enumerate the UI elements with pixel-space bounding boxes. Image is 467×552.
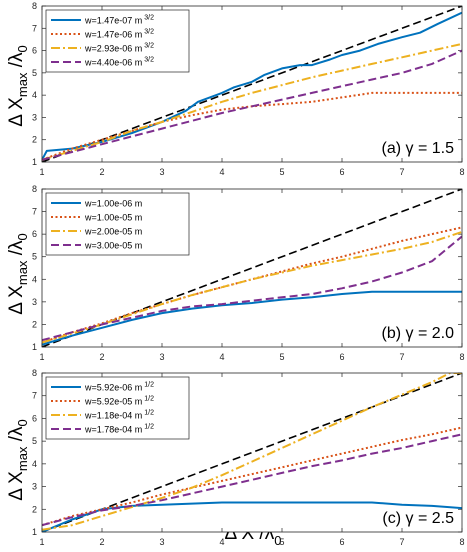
- panel-label: (a) γ = 1.5: [382, 140, 455, 157]
- x-tick-label: 3: [159, 352, 164, 362]
- y-tick-label: 6: [32, 229, 37, 239]
- y-tick-label: 7: [32, 207, 37, 217]
- legend: w=1.47e-07 m 3/2 w=1.47e-06 m 3/2 w=2.93e-…: [45, 9, 190, 73]
- axes-box: [41, 372, 463, 533]
- x-tick-label: 4: [219, 352, 224, 362]
- y-tick-label: 4: [32, 90, 37, 100]
- x-tick-label: 1: [39, 167, 44, 177]
- x-tick-label: 8: [459, 537, 464, 547]
- x-tick-label: 5: [279, 537, 284, 547]
- y-axis-label: Δ Xmax /λ0: [6, 45, 30, 126]
- legend: w=1.00e-06 m w=1.00e-05 m w=2.00e-05 m w=3.…: [45, 192, 190, 256]
- series-group: [42, 373, 462, 532]
- y-tick-label: 2: [32, 319, 37, 329]
- series-line: [42, 42, 462, 161]
- series-group: [42, 189, 462, 347]
- y-tick-label: 2: [32, 504, 37, 514]
- y-tick-label: 4: [32, 459, 37, 469]
- legend-label: w=2.00e-05 m: [84, 227, 142, 237]
- x-tick-label: 3: [159, 537, 164, 547]
- y-tick-label: 8: [32, 184, 37, 194]
- y-axis-label-group: Δ Xmax /λ0 Δ Xmax /λ0 Δ Xmax /λ0: [6, 45, 30, 500]
- y-tick-label: 6: [32, 46, 37, 56]
- legend-label: w=4.40e-06 m 3/2: [84, 57, 154, 68]
- axes-box: [41, 188, 463, 348]
- series-line: [42, 290, 462, 346]
- y-tick-label: 8: [32, 368, 37, 378]
- y-tick-label: 3: [32, 297, 37, 307]
- y-axis-label: Δ Xmax /λ0: [6, 419, 30, 500]
- legend-label: w=1.00e-05 m: [84, 213, 142, 223]
- y-tick-label: 6: [32, 413, 37, 423]
- x-tick-label: 1: [39, 537, 44, 547]
- x-tick-label: 2: [99, 537, 104, 547]
- series-line: [42, 11, 462, 161]
- y-tick-label: 1: [32, 527, 37, 537]
- series-line: [42, 230, 462, 344]
- x-tick-label: 6: [339, 352, 344, 362]
- x-tick-label: 4: [219, 537, 224, 547]
- series-line: [42, 235, 462, 342]
- y-tick-label: 5: [32, 68, 37, 78]
- y-tick-label: 3: [32, 112, 37, 122]
- x-tick-label: 7: [399, 537, 404, 547]
- y-tick-label: 2: [32, 135, 37, 145]
- legend-label: w=1.47e-06 m 3/2: [84, 29, 154, 40]
- series-line: [42, 226, 462, 344]
- series-group: [42, 6, 462, 162]
- series-line: [42, 49, 462, 161]
- legend-label: w=2.93e-06 m 3/2: [84, 43, 154, 54]
- y-tick-label: 7: [32, 391, 37, 401]
- legend-label: w=5.92e-05 m 1/2: [84, 396, 154, 407]
- x-tick-label: 8: [459, 167, 464, 177]
- legend-label: w=3.00e-05 m: [84, 241, 142, 251]
- y-tick-label: 8: [32, 1, 37, 11]
- y-tick-label: 3: [32, 482, 37, 492]
- x-tick-label: 3: [159, 167, 164, 177]
- chart-panel: 1 2 3 4 5 6 7 8 1 2 3 4 5 6 7 8 w=1.00e-06 m w=1.00e-05 m…: [32, 184, 465, 362]
- panel-label: (c) γ = 2.5: [382, 510, 454, 527]
- x-tick-label: 6: [339, 167, 344, 177]
- legend-label: w=1.18e-04 m 1/2: [84, 410, 154, 421]
- x-tick-label: 7: [399, 167, 404, 177]
- y-tick-label: 5: [32, 252, 37, 262]
- x-tick-label: 4: [219, 167, 224, 177]
- x-tick-label: 1: [39, 352, 44, 362]
- legend-label: w=1.47e-07 m 3/2: [84, 15, 154, 26]
- y-axis-label: Δ Xmax /λ0: [6, 233, 30, 314]
- x-tick-label: 2: [99, 167, 104, 177]
- x-tick-label: 5: [279, 167, 284, 177]
- legend-label: w=1.78e-04 m 1/2: [84, 424, 154, 435]
- x-tick-label: 5: [279, 352, 284, 362]
- y-tick-label: 1: [32, 342, 37, 352]
- series-line: [42, 426, 462, 527]
- axes-box: [41, 5, 463, 163]
- y-tick-label: 1: [32, 157, 37, 167]
- legend: w=5.92e-06 m 1/2 w=5.92e-05 m 1/2 w=1.18e-…: [45, 376, 190, 440]
- legend-label: w=1.00e-06 m: [84, 199, 142, 209]
- x-tick-label: 6: [339, 537, 344, 547]
- y-tick-label: 7: [32, 23, 37, 33]
- x-tick-label: 7: [399, 352, 404, 362]
- y-tick-label: 5: [32, 436, 37, 446]
- x-tick-label: 2: [99, 352, 104, 362]
- y-tick-label: 4: [32, 274, 37, 284]
- legend-label: w=5.92e-06 m 1/2: [84, 382, 154, 393]
- x-tick-label: 8: [459, 352, 464, 362]
- panel-label: (b) γ = 2.0: [382, 325, 455, 342]
